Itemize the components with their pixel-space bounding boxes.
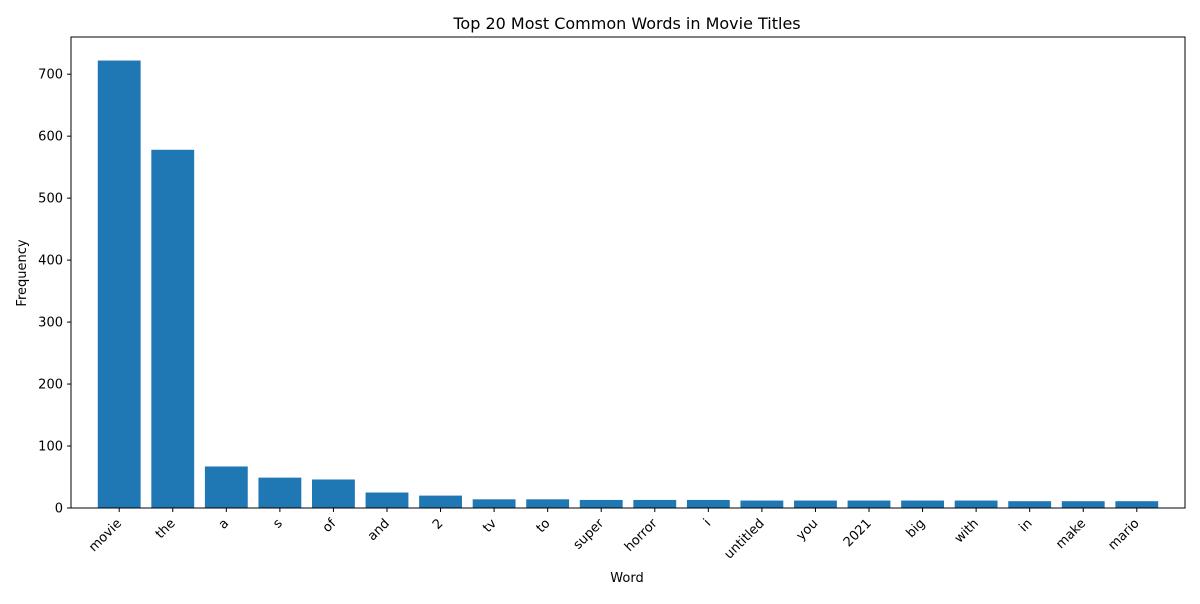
- axes-frame: [70, 36, 1186, 509]
- bar-2: [419, 495, 462, 508]
- bar-in: [1008, 501, 1052, 508]
- x-tick-label-untitled: untitled: [722, 516, 768, 562]
- bar-movie: [97, 60, 141, 509]
- x-tick-label-to: to: [534, 516, 554, 536]
- x-tick-label-tv: tv: [480, 516, 500, 536]
- bar-i: [686, 499, 730, 508]
- x-tick-label-s: s: [270, 516, 286, 532]
- x-tick-label-mario: mario: [1105, 516, 1142, 553]
- x-tick-label-i: i: [701, 516, 714, 529]
- y-tick-label-0: 0: [55, 502, 63, 517]
- bar-make: [1061, 501, 1105, 508]
- x-tick-label-in: in: [1017, 516, 1036, 535]
- x-tick-label-with: with: [952, 516, 982, 546]
- x-tick-label-you: you: [794, 516, 821, 543]
- bar-super: [579, 499, 623, 508]
- bar-big: [901, 500, 944, 508]
- x-tick-label-of: of: [320, 516, 340, 536]
- y-tick-label-200: 200: [38, 378, 63, 393]
- y-tick-label-700: 700: [38, 68, 63, 83]
- y-tick-label-500: 500: [38, 192, 63, 207]
- x-axis-title: Word: [610, 571, 643, 586]
- x-tick-label-a: a: [216, 516, 232, 532]
- chart-title: Top 20 Most Common Words in Movie Titles: [452, 14, 800, 33]
- bar-to: [526, 499, 570, 508]
- bar-mario: [1115, 501, 1159, 508]
- x-tick-label-big: big: [904, 516, 929, 541]
- x-tick-label-2: 2: [430, 516, 446, 532]
- bar-you: [794, 500, 837, 508]
- x-tick-label-super: super: [571, 516, 608, 553]
- y-axis-title: Frequency: [15, 239, 30, 306]
- bar-horror: [633, 499, 677, 508]
- y-tick-label-100: 100: [38, 440, 63, 455]
- y-tick-label-600: 600: [38, 130, 63, 145]
- bar-and: [365, 492, 409, 508]
- x-tick-label-movie: movie: [86, 516, 125, 555]
- bar-untitled: [740, 500, 784, 508]
- bar-tv: [472, 499, 516, 508]
- x-tick-label-horror: horror: [622, 516, 661, 555]
- bar-s: [258, 477, 302, 508]
- bar-of: [312, 479, 355, 508]
- bar-the: [151, 149, 195, 508]
- y-tick-label-400: 400: [38, 254, 63, 269]
- bar-2021: [847, 500, 891, 508]
- x-tick-label-make: make: [1053, 516, 1089, 552]
- bar-with: [954, 500, 998, 508]
- x-tick-label-2021: 2021: [841, 516, 875, 550]
- bar-a: [204, 466, 248, 508]
- x-tick-label-the: the: [153, 516, 179, 542]
- y-tick-label-300: 300: [38, 316, 63, 331]
- x-tick-label-and: and: [365, 516, 393, 544]
- plot-area: 0 100 200 300 400 500 600 700 movie the a s of and 2 tv…: [38, 36, 1186, 562]
